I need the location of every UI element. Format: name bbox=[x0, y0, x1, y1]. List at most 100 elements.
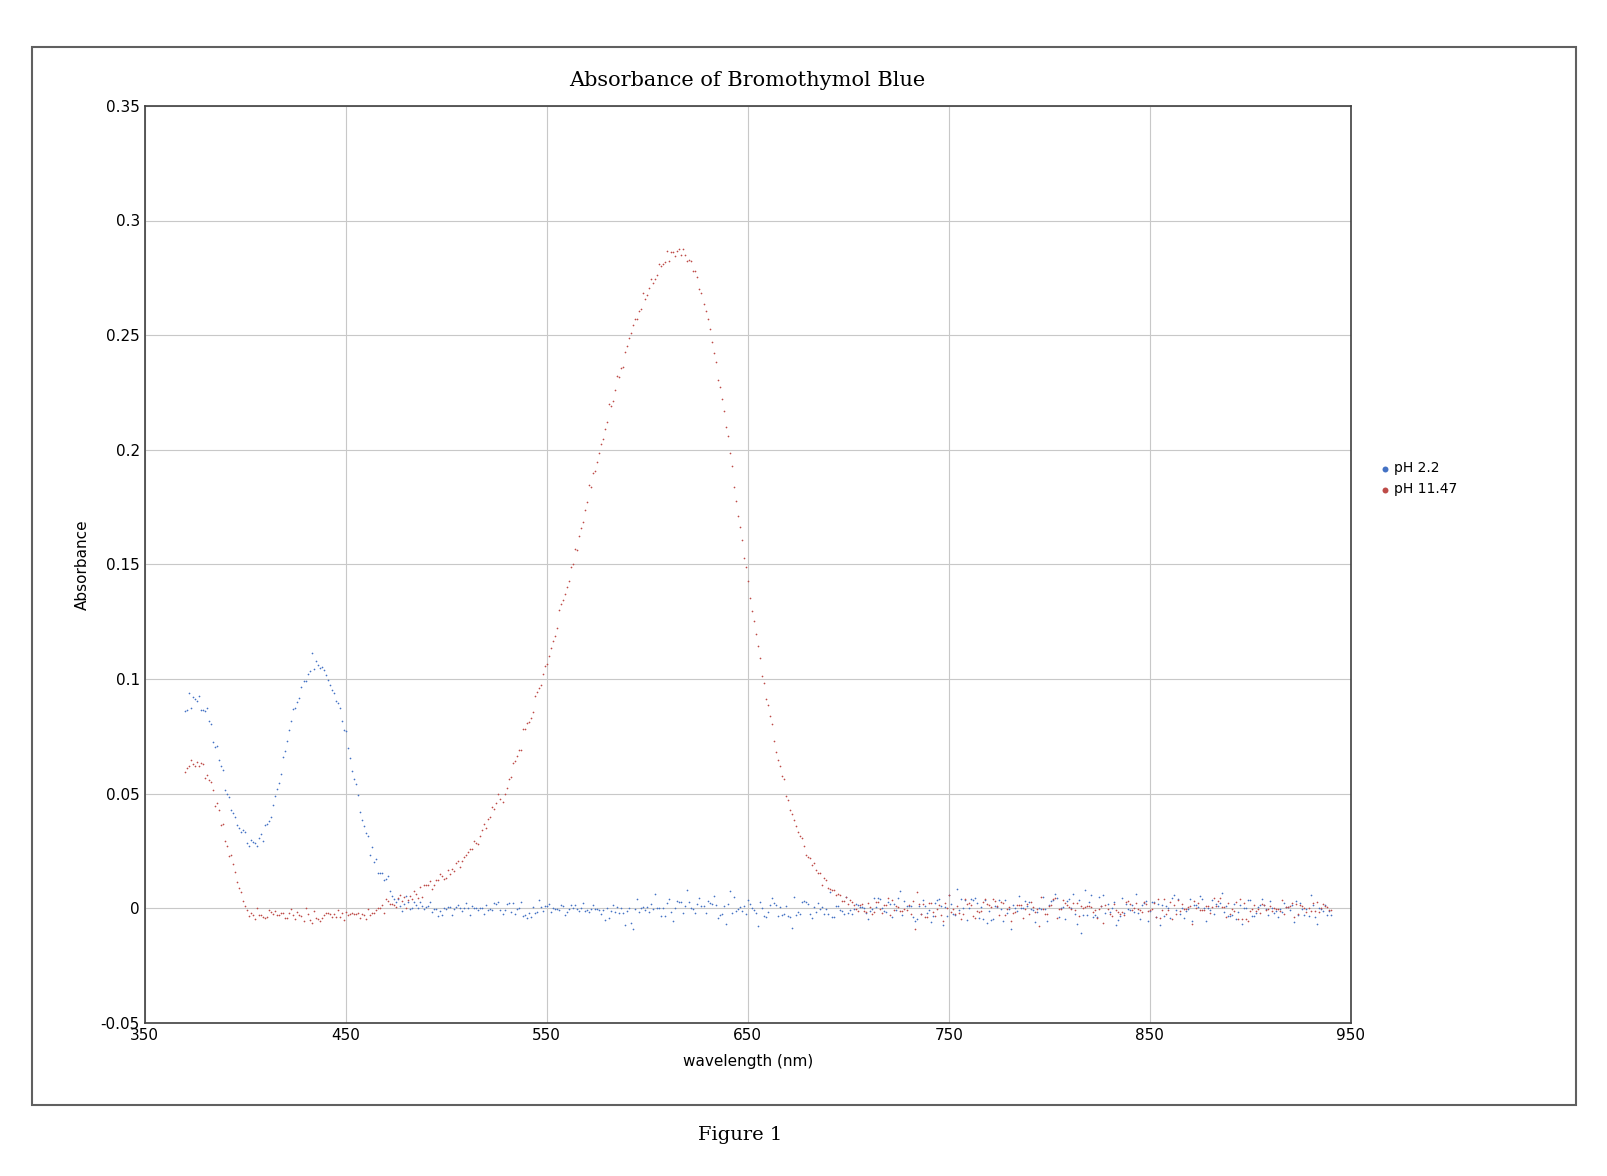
pH 2.2 bbox=[1057, 898, 1083, 917]
pH 2.2 bbox=[1094, 895, 1120, 914]
pH 11.47 bbox=[247, 906, 273, 924]
pH 2.2 bbox=[707, 906, 733, 924]
pH 11.47 bbox=[955, 894, 980, 913]
pH 2.2 bbox=[183, 691, 209, 710]
pH 11.47 bbox=[1157, 893, 1183, 911]
pH 11.47 bbox=[1199, 897, 1225, 916]
pH 11.47 bbox=[1049, 891, 1075, 910]
Y-axis label: Absorbance: Absorbance bbox=[74, 519, 90, 610]
pH 11.47 bbox=[752, 689, 778, 708]
pH 11.47 bbox=[826, 886, 852, 904]
pH 11.47 bbox=[476, 809, 501, 828]
pH 11.47 bbox=[559, 554, 585, 573]
pH 11.47 bbox=[535, 647, 561, 666]
pH 2.2 bbox=[331, 721, 357, 740]
pH 11.47 bbox=[958, 895, 983, 914]
pH 2.2 bbox=[360, 853, 386, 871]
pH 2.2 bbox=[432, 900, 460, 918]
pH 2.2 bbox=[1234, 891, 1260, 910]
pH 11.47 bbox=[288, 907, 313, 926]
pH 2.2 bbox=[172, 701, 198, 720]
pH 2.2 bbox=[1216, 907, 1242, 926]
pH 2.2 bbox=[1160, 886, 1186, 904]
pH 11.47 bbox=[264, 906, 289, 924]
pH 2.2 bbox=[198, 715, 223, 734]
pH 2.2 bbox=[1062, 904, 1088, 923]
pH 11.47 bbox=[660, 242, 686, 261]
pH 11.47 bbox=[922, 900, 948, 918]
pH 2.2 bbox=[987, 900, 1012, 918]
pH 11.47 bbox=[1062, 901, 1088, 920]
pH 11.47 bbox=[1001, 903, 1027, 922]
pH 11.47 bbox=[831, 891, 857, 910]
pH 11.47 bbox=[256, 901, 283, 920]
pH 2.2 bbox=[938, 904, 964, 923]
pH 2.2 bbox=[935, 886, 961, 904]
pH 11.47 bbox=[562, 540, 588, 559]
pH 11.47 bbox=[235, 901, 260, 920]
pH 2.2 bbox=[945, 900, 971, 918]
pH 11.47 bbox=[1048, 900, 1073, 918]
pH 11.47 bbox=[270, 903, 296, 922]
pH 11.47 bbox=[1274, 897, 1300, 916]
pH 2.2 bbox=[691, 897, 717, 916]
pH 2.2 bbox=[895, 897, 921, 916]
pH 11.47 bbox=[1202, 896, 1228, 915]
pH 11.47 bbox=[260, 906, 286, 924]
pH 11.47 bbox=[416, 871, 442, 890]
pH 2.2 bbox=[709, 904, 734, 923]
pH 11.47 bbox=[577, 477, 603, 496]
pH 2.2 bbox=[405, 898, 431, 917]
pH 11.47 bbox=[315, 904, 341, 923]
pH 2.2 bbox=[861, 889, 887, 908]
pH 2.2 bbox=[606, 903, 632, 922]
pH 2.2 bbox=[323, 691, 349, 710]
pH 11.47 bbox=[350, 906, 376, 924]
pH 11.47 bbox=[784, 822, 810, 841]
pH 2.2 bbox=[206, 750, 231, 769]
pH 2.2 bbox=[1065, 890, 1091, 909]
pH 11.47 bbox=[259, 903, 284, 922]
pH 11.47 bbox=[1016, 904, 1041, 923]
pH 11.47 bbox=[945, 904, 971, 923]
pH 2.2 bbox=[852, 898, 877, 917]
pH 11.47 bbox=[548, 595, 574, 614]
pH 2.2 bbox=[339, 762, 365, 781]
pH 11.47 bbox=[702, 352, 728, 370]
pH 2.2 bbox=[1196, 901, 1221, 920]
pH 2.2 bbox=[1144, 895, 1170, 914]
pH 11.47 bbox=[874, 889, 900, 908]
pH 2.2 bbox=[712, 914, 738, 933]
pH 11.47 bbox=[1102, 901, 1128, 920]
pH 11.47 bbox=[194, 766, 220, 784]
pH 2.2 bbox=[186, 687, 212, 706]
pH 11.47 bbox=[566, 526, 591, 544]
pH 2.2 bbox=[1244, 897, 1270, 916]
pH 11.47 bbox=[1070, 898, 1096, 917]
pH 11.47 bbox=[321, 904, 347, 923]
pH 11.47 bbox=[734, 572, 760, 590]
pH 2.2 bbox=[341, 769, 366, 788]
pH 11.47 bbox=[1257, 896, 1282, 915]
pH 2.2 bbox=[889, 906, 914, 924]
pH 11.47 bbox=[317, 904, 342, 923]
pH 11.47 bbox=[1302, 902, 1327, 921]
pH 2.2 bbox=[190, 701, 215, 720]
pH 11.47 bbox=[445, 851, 471, 870]
pH 11.47 bbox=[254, 908, 280, 927]
pH 2.2 bbox=[607, 898, 633, 917]
pH 2.2 bbox=[776, 908, 802, 927]
pH 11.47 bbox=[590, 430, 615, 449]
pH 2.2 bbox=[1188, 890, 1215, 909]
pH 11.47 bbox=[1184, 894, 1210, 913]
pH 11.47 bbox=[471, 815, 497, 834]
pH 11.47 bbox=[444, 854, 469, 873]
pH 2.2 bbox=[704, 908, 730, 927]
pH 2.2 bbox=[238, 831, 264, 850]
pH 2.2 bbox=[1067, 923, 1093, 942]
pH 11.47 bbox=[310, 906, 336, 924]
pH 2.2 bbox=[1157, 908, 1183, 927]
pH 11.47 bbox=[656, 252, 681, 270]
pH 11.47 bbox=[1162, 904, 1188, 923]
pH 11.47 bbox=[1000, 903, 1025, 922]
